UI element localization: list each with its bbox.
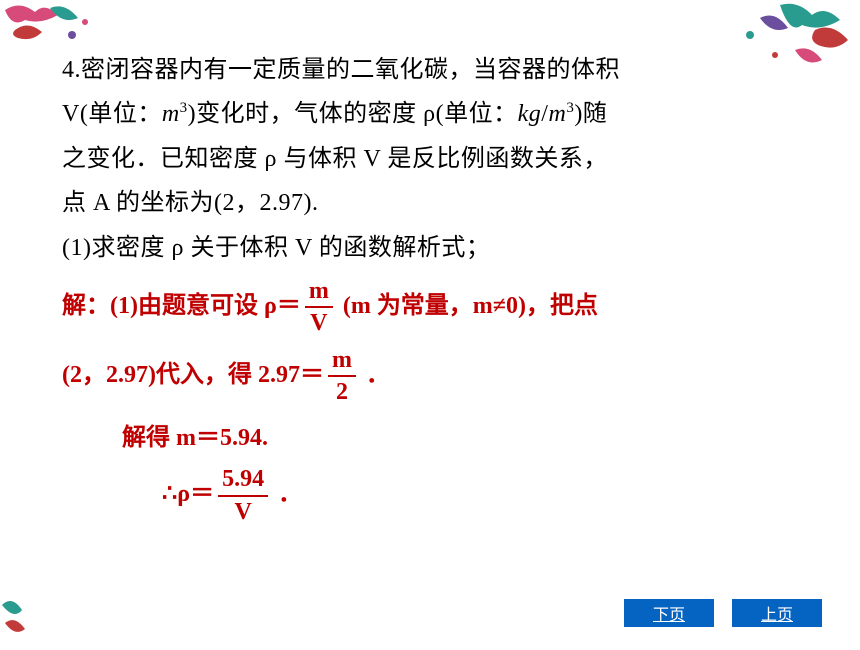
unit-m3-sup: 3 bbox=[180, 100, 188, 116]
sol2-b: ． bbox=[360, 362, 390, 388]
frac1-num: m bbox=[305, 278, 333, 308]
fraction-3: 5.94V bbox=[218, 466, 268, 525]
problem-line4: 点 A 的坐标为(2，2.97). bbox=[62, 190, 319, 216]
sol1-b: (m 为常量，m≠0)，把点 bbox=[337, 293, 598, 319]
nav-buttons: 下页 上页 bbox=[624, 599, 822, 627]
solution-line-3: 解得 m＝5.94. bbox=[62, 412, 802, 465]
problem-line2c: )随 bbox=[574, 101, 607, 127]
frac3-den: V bbox=[218, 497, 268, 525]
solution-line-1: 解：(1)由题意可设 ρ＝mV (m 为常量，m≠0)，把点 bbox=[62, 278, 802, 337]
sol1-a: 解：(1)由题意可设 ρ＝ bbox=[62, 293, 301, 319]
fraction-2: m2 bbox=[328, 347, 356, 406]
solution-line-4: ∴ρ＝5.94V ． bbox=[62, 466, 802, 525]
problem-line2b: )变化时，气体的密度 ρ(单位： bbox=[188, 101, 518, 127]
problem-text: 4.密闭容器内有一定质量的二氧化碳，当容器的体积 V(单位：m3)变化时，气体的… bbox=[62, 48, 802, 270]
sol4-a: ∴ρ＝ bbox=[162, 481, 214, 507]
frac3-num: 5.94 bbox=[218, 466, 268, 496]
fraction-1: mV bbox=[305, 278, 333, 337]
next-page-button[interactable]: 下页 bbox=[624, 599, 714, 627]
unit-m3-2-base: m bbox=[548, 101, 566, 127]
solution-text: 解：(1)由题意可设 ρ＝mV (m 为常量，m≠0)，把点 (2，2.97)代… bbox=[62, 278, 802, 525]
slide-content: 4.密闭容器内有一定质量的二氧化碳，当容器的体积 V(单位：m3)变化时，气体的… bbox=[62, 48, 802, 525]
decoration-bottom-left bbox=[0, 585, 40, 645]
sol2-a: (2，2.97)代入，得 2.97＝ bbox=[62, 362, 324, 388]
problem-line1: 密闭容器内有一定质量的二氧化碳，当容器的体积 bbox=[81, 57, 620, 83]
prev-page-button[interactable]: 上页 bbox=[732, 599, 822, 627]
unit-kg: kg bbox=[518, 101, 542, 127]
sol4-b: ． bbox=[272, 481, 302, 507]
frac2-den: 2 bbox=[328, 377, 356, 405]
sol3: 解得 m＝5.94. bbox=[122, 425, 268, 451]
unit-m3-base: m bbox=[162, 101, 180, 127]
frac1-den: V bbox=[305, 308, 333, 336]
problem-q1: (1)求密度 ρ 关于体积 V 的函数解析式； bbox=[62, 235, 490, 261]
frac2-num: m bbox=[328, 347, 356, 377]
solution-line-2: (2，2.97)代入，得 2.97＝m2 ． bbox=[62, 347, 802, 406]
problem-line2a: V(单位： bbox=[62, 101, 162, 127]
problem-number: 4. bbox=[62, 57, 81, 83]
problem-line3: 之变化．已知密度 ρ 与体积 V 是反比例函数关系， bbox=[62, 146, 608, 172]
